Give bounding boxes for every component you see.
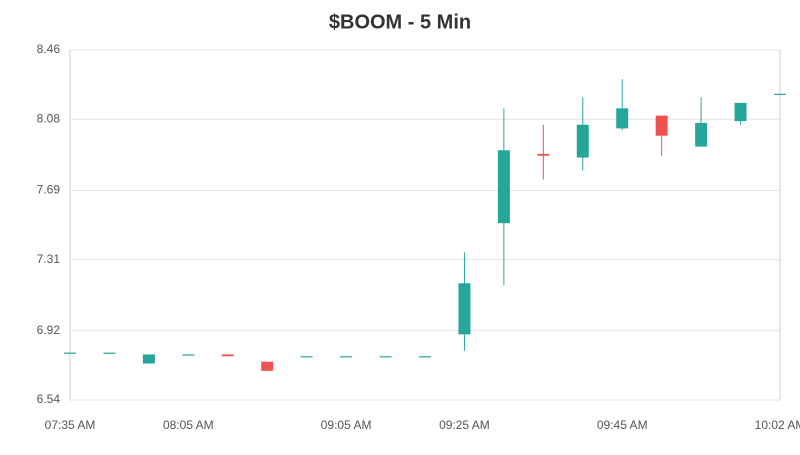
chart-title: $BOOM - 5 Min xyxy=(329,11,471,33)
candle-body xyxy=(221,354,234,357)
candle-body xyxy=(419,356,431,358)
candle-body xyxy=(537,153,550,156)
y-tick-label: 6.92 xyxy=(37,323,61,337)
candle-body xyxy=(103,352,116,354)
candle-body xyxy=(300,356,313,358)
plot-frame xyxy=(69,49,781,401)
candle-body xyxy=(64,352,76,354)
x-tick-label: 09:05 AM xyxy=(321,418,372,432)
candle-body xyxy=(695,122,708,147)
x-tick-label: 09:45 AM xyxy=(597,418,648,432)
candle-body xyxy=(576,124,589,158)
y-tick-label: 8.46 xyxy=(37,42,61,56)
x-tick-label: 10:02 AM xyxy=(755,418,800,432)
y-tick-label: 8.08 xyxy=(37,111,61,125)
candle-body xyxy=(616,108,629,129)
x-tick-label: 09:25 AM xyxy=(439,418,490,432)
candle-body xyxy=(734,102,747,122)
candle-body xyxy=(182,354,195,356)
x-tick-label: 08:05 AM xyxy=(163,418,214,432)
candle-body xyxy=(142,354,155,364)
x-tick-label: 07:35 AM xyxy=(45,418,96,432)
candle-body xyxy=(379,356,392,358)
candle-body xyxy=(261,361,274,371)
candle-body xyxy=(497,150,510,224)
candle-body xyxy=(458,283,471,335)
candle-body xyxy=(340,356,353,358)
y-tick-label: 6.54 xyxy=(37,392,61,406)
candle-body xyxy=(774,93,786,95)
candle-body xyxy=(655,115,668,136)
y-tick-label: 7.31 xyxy=(37,252,61,266)
y-tick-label: 7.69 xyxy=(37,183,61,197)
